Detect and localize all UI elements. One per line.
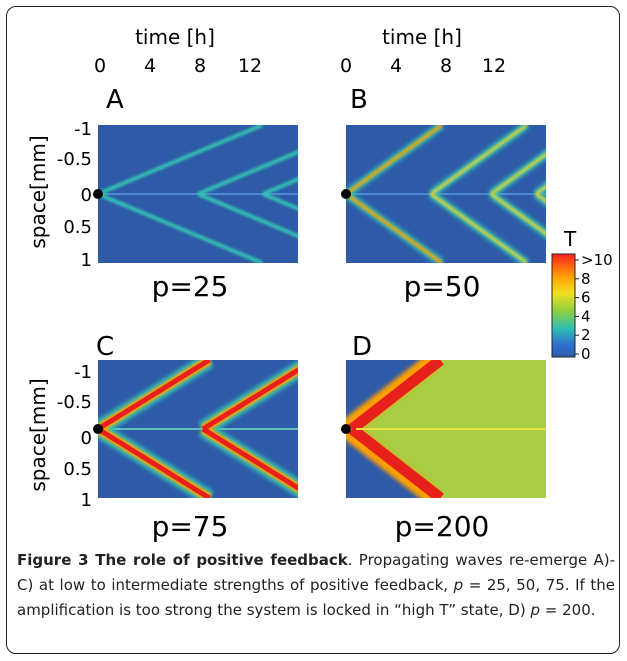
heatmap-panel-b (341, 125, 546, 263)
colorbar-gradient (551, 253, 576, 358)
origin-dot (341, 189, 351, 199)
heatmap-panel-a (93, 125, 298, 263)
figure-frame (6, 6, 620, 654)
figure-caption: Figure 3 The role of positive feedback. … (17, 551, 616, 619)
colorbar-tick-label: 2 (581, 326, 591, 344)
time-tick: 0 (94, 55, 106, 77)
time-tick: 8 (440, 55, 452, 77)
wave-front (490, 152, 546, 236)
space-tick: 1 (81, 490, 92, 511)
colorbar-tick-label: 6 (581, 289, 591, 307)
panel-label-a: p=25 (152, 270, 229, 303)
wave-front (535, 184, 546, 204)
panel-label-b: p=50 (404, 270, 481, 303)
space-tick: -1 (74, 362, 92, 383)
heatmap-panel-c (93, 360, 298, 498)
time-axis-header-left: time [h] 0 4 8 12 (94, 25, 262, 77)
time-tick: 4 (390, 55, 402, 77)
panel-letter-d: D (352, 332, 372, 362)
heatmap-panel-d (341, 360, 546, 498)
time-tick: 12 (482, 55, 506, 77)
time-tick: 4 (144, 55, 156, 77)
space-tick: -0.5 (57, 392, 92, 413)
space-tick: 0 (81, 185, 92, 206)
time-axis-label: time [h] (135, 25, 215, 49)
panel-letter-c: C (96, 332, 114, 362)
space-tick: 0 (81, 428, 92, 449)
origin-dot (93, 189, 103, 199)
origin-dot (341, 424, 351, 434)
panel-letter-a: A (106, 85, 124, 115)
wave-front (201, 367, 298, 491)
origin-dot (93, 424, 103, 434)
time-tick: 8 (194, 55, 206, 77)
colorbar-tick-label: >10 (581, 251, 613, 269)
time-tick: 0 (340, 55, 352, 77)
wave-front (533, 181, 546, 207)
space-tick: 1 (81, 250, 92, 271)
space-tick: 0.5 (63, 459, 92, 480)
time-axis-label: time [h] (382, 25, 462, 49)
caption-title: Figure 3 The role of positive feedback (17, 551, 348, 569)
wave-front (98, 125, 264, 263)
panel-label-c: p=75 (152, 510, 229, 543)
space-tick: -1 (74, 119, 92, 140)
space-tick: -0.5 (57, 149, 92, 170)
panel-letter-b: B (350, 85, 368, 115)
wave-front (197, 149, 298, 239)
wave-front (430, 125, 528, 263)
space-axis-label: space[mm] (26, 135, 50, 248)
colorbar-title: T (563, 227, 577, 251)
colorbar-tick-label: 4 (581, 307, 591, 325)
space-axis-top: space[mm] -1 -0.5 0 0.5 1 (26, 119, 92, 271)
space-tick: 0.5 (63, 217, 92, 238)
space-axis-bottom: space[mm] -1 -0.5 0 0.5 1 (26, 362, 92, 511)
time-tick: 12 (238, 55, 262, 77)
wave-front (348, 360, 444, 498)
panel-label-d: p=200 (395, 510, 490, 543)
wave-front (98, 360, 211, 498)
wave-front (346, 125, 443, 263)
time-axis-header-right: time [h] 0 4 8 12 (340, 25, 506, 77)
space-axis-label: space[mm] (26, 378, 50, 491)
colorbar-tick-label: 8 (581, 270, 591, 288)
wave-front (262, 177, 298, 211)
colorbar-tick-label: 0 (581, 345, 591, 363)
